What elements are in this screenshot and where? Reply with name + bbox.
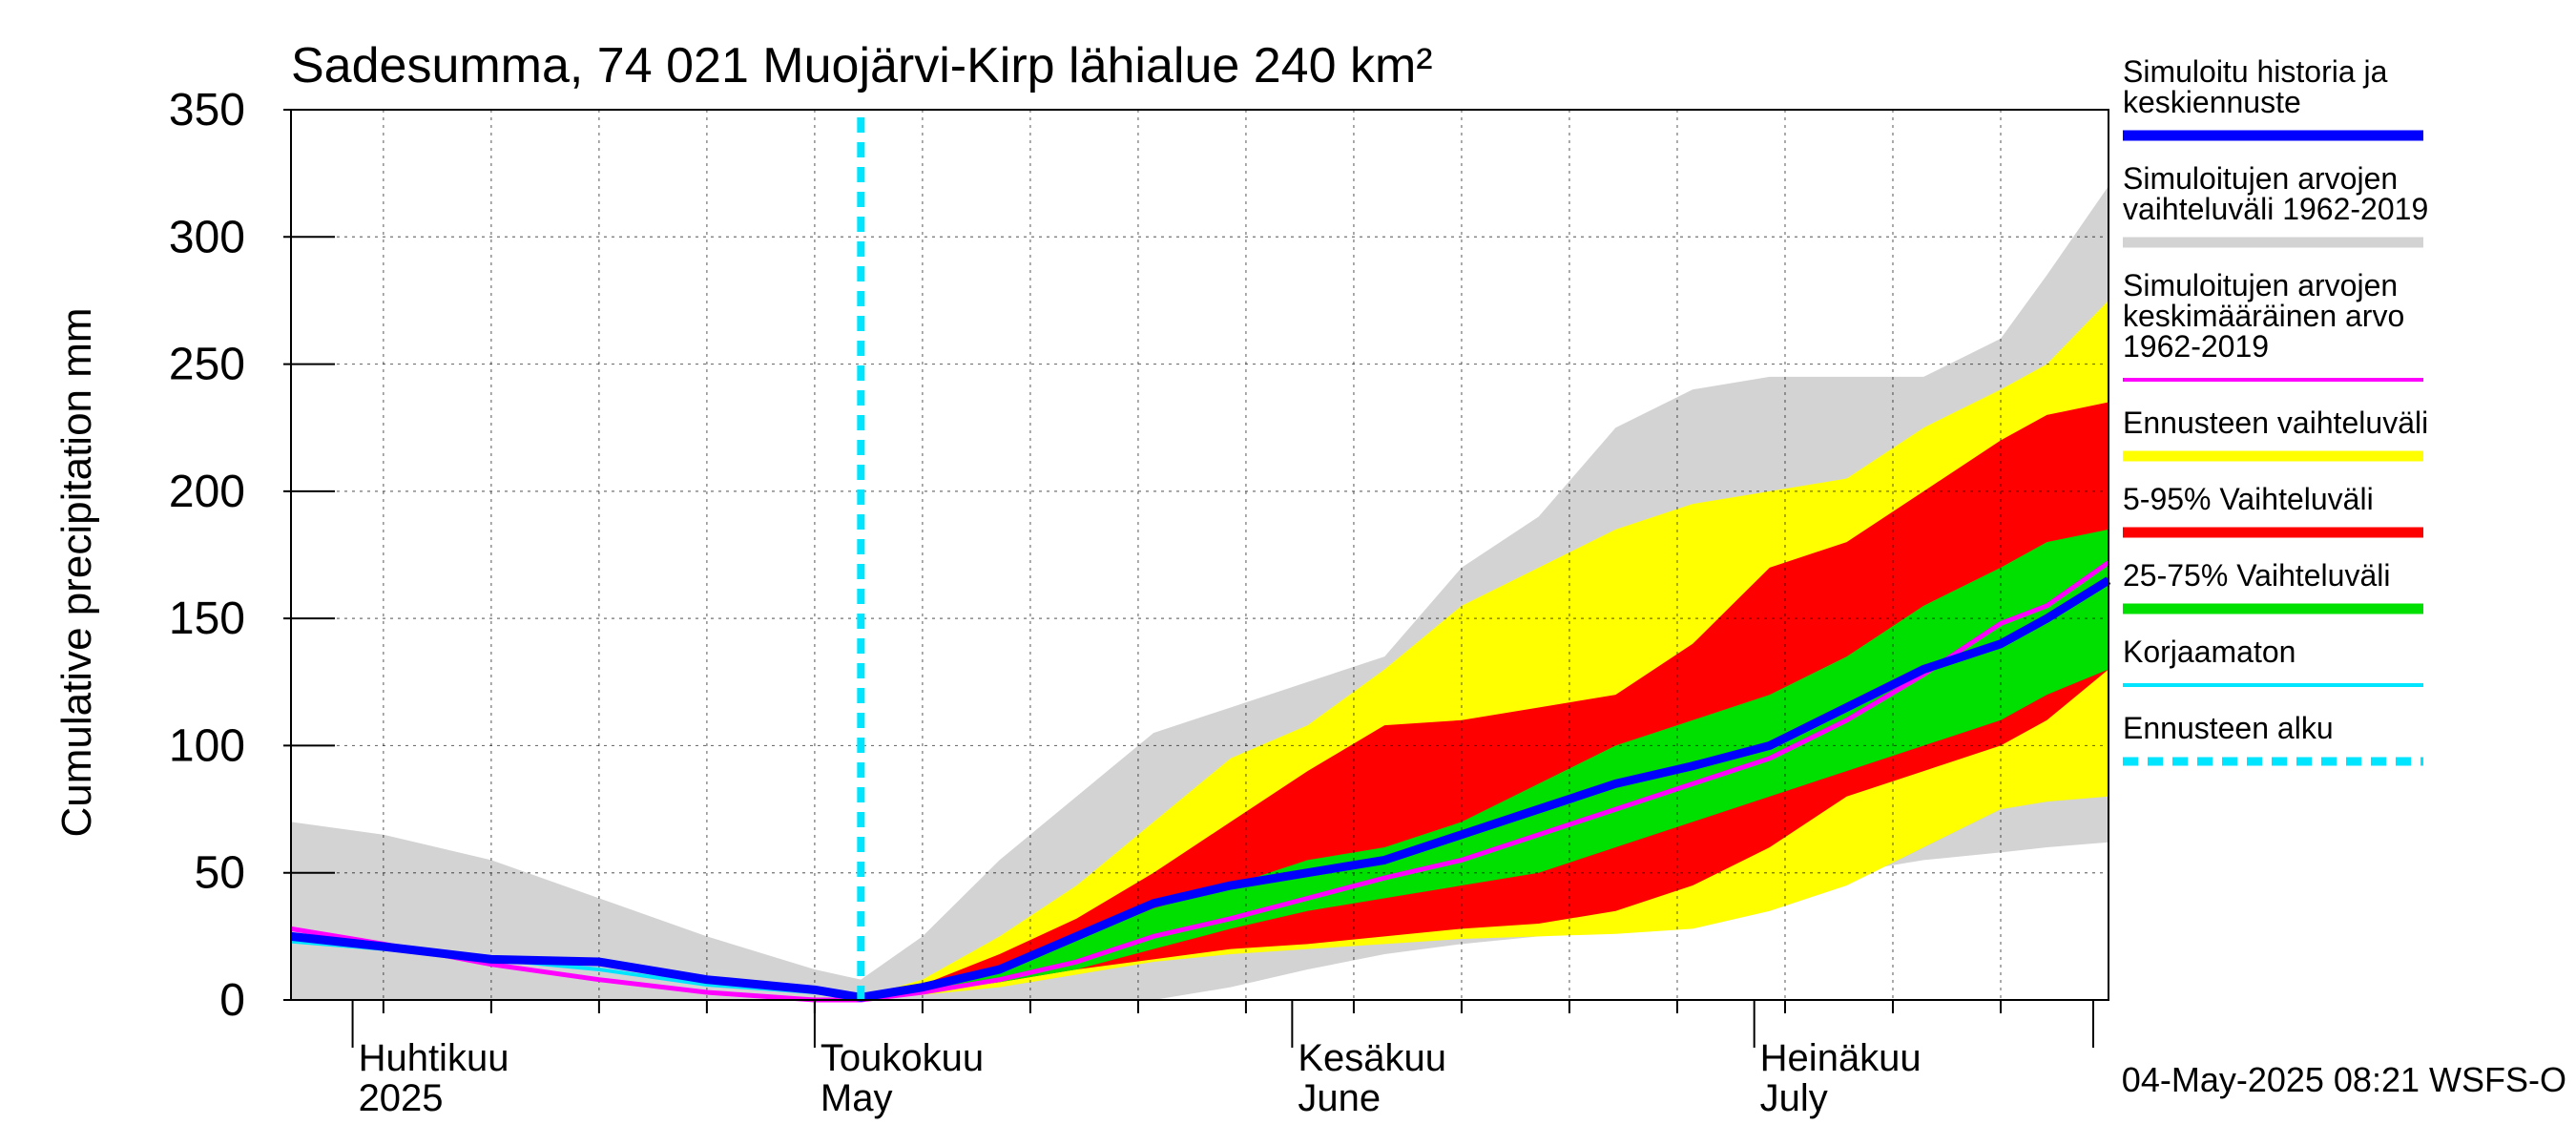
legend-label-0-0: Simuloitu historia ja: [2123, 54, 2388, 89]
legend-label-0-1: keskiennuste: [2123, 85, 2301, 119]
chart-title: Sadesumma, 74 021 Muojärvi-Kirp lähialue…: [291, 38, 1433, 94]
month-label-en-2: June: [1298, 1077, 1381, 1119]
band-3: [861, 529, 2109, 998]
month-label-fi-0: Huhtikuu: [359, 1037, 509, 1079]
legend-label-5-0: 25-75% Vaihteluväli: [2123, 558, 2390, 593]
y-tick-label-4: 200: [169, 467, 245, 517]
grid: [291, 109, 2109, 1000]
month-label-fi-3: Heinäkuu: [1760, 1037, 1922, 1079]
y-tick-label-7: 350: [169, 85, 245, 135]
legend-label-2-0: Simuloitujen arvojen: [2123, 268, 2398, 302]
month-label-fi-2: Kesäkuu: [1298, 1037, 1446, 1079]
series-line-0: [290, 560, 2110, 1003]
legend-label-1-0: Simuloitujen arvojen: [2123, 161, 2398, 196]
legend-label-4-0: 5-95% Vaihteluväli: [2123, 482, 2374, 516]
month-label-en-0: 2025: [359, 1077, 444, 1119]
plot-frame: [290, 109, 2109, 1001]
legend-label-2-2: 1962-2019: [2123, 329, 2269, 364]
month-label-fi-1: Toukokuu: [821, 1037, 984, 1079]
legend-label-2-1: keskimääräinen arvo: [2123, 299, 2404, 333]
y-tick-label-1: 50: [195, 848, 245, 899]
y-tick-label-3: 150: [169, 593, 245, 644]
y-tick-label-6: 300: [169, 212, 245, 262]
month-label-en-1: May: [821, 1077, 893, 1119]
y-tick-label-2: 100: [169, 720, 245, 771]
y-tick-label-5: 250: [169, 340, 245, 390]
y-tick-label-0: 0: [219, 975, 245, 1026]
legend-label-1-1: vaihteluväli 1962-2019: [2123, 192, 2428, 226]
legend-label-6-0: Korjaamaton: [2123, 635, 2296, 669]
series-line-2: [290, 576, 2111, 1002]
y-axis-label: Cumulative precipitation mm: [53, 307, 100, 837]
legend-label-7-0: Ennusteen alku: [2123, 711, 2334, 745]
legend-label-3-0: Ennusteen vaihteluväli: [2123, 406, 2428, 440]
timestamp-label: 04-May-2025 08:21 WSFS-O: [2122, 1060, 2566, 1099]
month-label-en-3: July: [1760, 1077, 1828, 1119]
